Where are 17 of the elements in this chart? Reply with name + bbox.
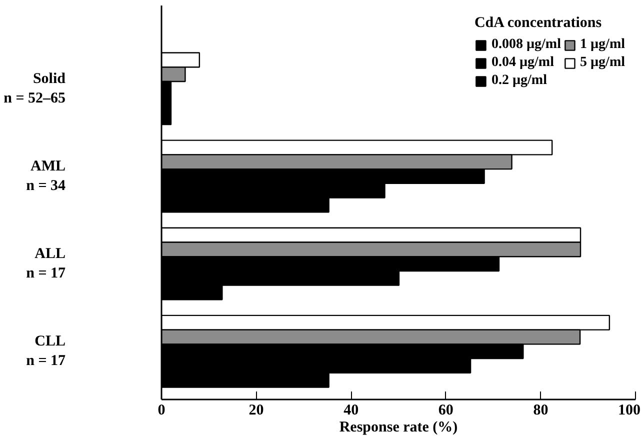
y-tick-label: CLL n = 17 bbox=[26, 334, 66, 369]
x-tick-label: 80 bbox=[533, 402, 548, 418]
y-tick-label: AML n = 34 bbox=[26, 158, 66, 194]
x-axis-title: Response rate (%) bbox=[339, 420, 458, 436]
legend-label: 5 µg/ml bbox=[580, 55, 625, 71]
legend-title: CdA concentrations bbox=[474, 15, 603, 32]
legend-label: 0.04 µg/ml bbox=[491, 55, 554, 71]
x-tick-label: 0 bbox=[158, 402, 166, 418]
legend-label: 0.008 µg/ml bbox=[491, 37, 561, 53]
legend-label: 1 µg/ml bbox=[580, 37, 625, 53]
y-tick-label: ALL n = 17 bbox=[26, 246, 66, 282]
x-tick-label: 40 bbox=[344, 402, 359, 418]
x-tick-label: 20 bbox=[248, 402, 264, 418]
x-tick-label: 100 bbox=[618, 402, 640, 418]
legend-label: 0.2 µg/ml bbox=[491, 73, 547, 89]
x-tick-label: 60 bbox=[438, 402, 454, 418]
y-tick-label: Solid n = 52–65 bbox=[4, 71, 66, 106]
